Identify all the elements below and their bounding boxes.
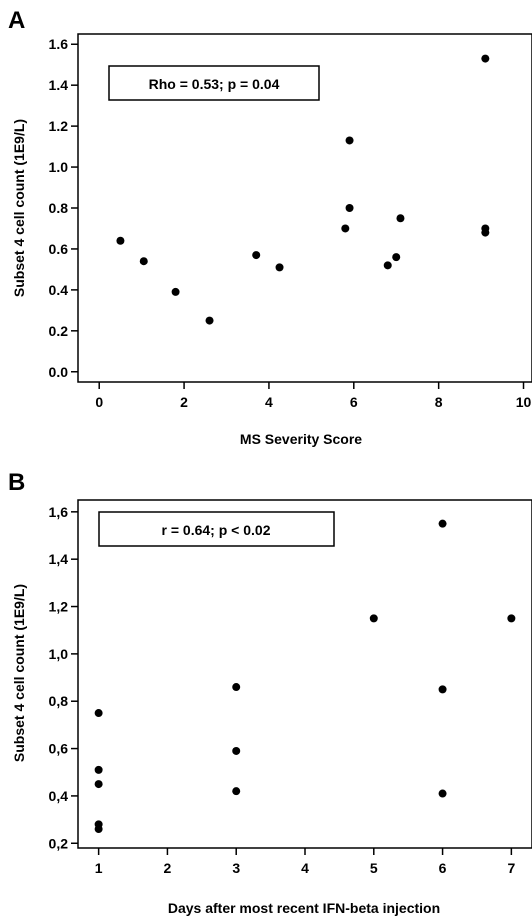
panel-a-y-tick-label: 1.6: [49, 36, 69, 52]
panel-a-y-axis-label: Subset 4 cell count (1E9/L): [11, 119, 27, 297]
panel-b-data-point: [232, 787, 241, 796]
panel-b-y-tick-label: 0,4: [49, 788, 69, 804]
panel-a-x-tick-label: 2: [180, 394, 188, 410]
panel-a-data-point: [275, 263, 284, 272]
panel-b-data-point: [369, 614, 378, 623]
panel-b-data-point: [438, 789, 447, 798]
panel-a-annotation: Rho = 0.53; p = 0.04: [149, 76, 280, 92]
panel-a-data-point: [481, 228, 490, 237]
panel-b-y-tick-label: 1,0: [49, 646, 69, 662]
panel-a-points: [116, 54, 490, 325]
panel-a-y-tick-label: 1.0: [49, 159, 69, 175]
panel-b-x-tick-label: 2: [164, 860, 172, 876]
panel-a-y-tick-label: 1.4: [49, 77, 69, 93]
panel-b-letter: B: [8, 469, 25, 496]
panel-b-y-axis-label: Subset 4 cell count (1E9/L): [11, 584, 27, 762]
panel-b-y-tick-label: 1,6: [49, 504, 69, 520]
panel-b-points: [94, 519, 516, 834]
panel-a-x-axis-label: MS Severity Score: [240, 431, 362, 447]
panel-a-data-point: [345, 136, 354, 145]
panel-b-data-point: [507, 614, 516, 623]
panel-b-data-point: [232, 746, 241, 755]
panel-a-data-point: [116, 236, 125, 245]
panel-a-data-point: [345, 204, 354, 212]
panel-a-data-point: [392, 253, 401, 262]
panel-b-plot-frame: [77, 499, 532, 849]
panel-b-y-tick-label: 1,2: [49, 599, 69, 615]
panel-b-y-tick-label: 0,8: [49, 693, 69, 709]
panel-a-y-tick-label: 0.4: [49, 282, 69, 298]
panel-a-data-point: [341, 224, 350, 233]
panel-a-data-point: [383, 261, 392, 270]
panel-a-data-point: [481, 54, 490, 63]
panel-b-data-point: [94, 765, 103, 774]
panel-b-y-tick-label: 0,6: [49, 741, 69, 757]
panel-a-data-point: [205, 316, 214, 325]
panel-a-letter: A: [8, 7, 25, 34]
panel-a-x-tick-label: 10: [516, 394, 532, 410]
panel-b-data-point: [94, 825, 103, 834]
panel-a-annotation-box: [108, 65, 320, 101]
panel-a-x-tick-label: 8: [435, 394, 443, 410]
panel-b-x-tick-label: 3: [232, 860, 240, 876]
panel-b-x-axis-label: Days after most recent IFN-beta injectio…: [168, 900, 440, 916]
panel-b-annotation: r = 0.64; p < 0.02: [162, 522, 271, 538]
panel-b-data-point: [94, 709, 103, 718]
panel-a-data-point: [171, 287, 180, 296]
panel-a-x-tick-label: 6: [350, 394, 358, 410]
panel-b-annotation-box: [98, 511, 335, 547]
panel-a-data-point: [139, 257, 148, 266]
panel-a-x-axis: 0 2 4 6 8 10: [95, 382, 532, 410]
panel-a-y-tick-label: 0.8: [49, 200, 69, 216]
panel-b-y-tick-label: 0,2: [49, 835, 69, 851]
panel-b-y-axis: 0,2 0,4 0,6 0,8 1,0 1,2 1,4 1,6: [49, 504, 78, 851]
panel-a-y-tick-label: 1.2: [49, 118, 69, 134]
panel-b-data-point: [94, 780, 103, 789]
panel-a-y-tick-label: 0.2: [49, 323, 69, 339]
panel-a-data-point: [396, 214, 405, 223]
panel-a-x-tick-label: 0: [95, 394, 103, 410]
panel-b-x-tick-label: 4: [301, 860, 309, 876]
panel-b-x-tick-label: 6: [439, 860, 447, 876]
panel-b-data-point: [232, 683, 241, 692]
panel-a-x-tick-label: 4: [265, 394, 273, 410]
panel-b-data-point: [438, 519, 447, 528]
panel-a-y-tick-label: 0.6: [49, 241, 69, 257]
panel-a-y-tick-label: 0.0: [49, 364, 69, 380]
panel-b-x-tick-label: 5: [370, 860, 378, 876]
panel-b-x-axis: 1 2 3 4 5 6 7: [95, 848, 515, 876]
panel-b-x-tick-label: 1: [95, 860, 103, 876]
panel-a-data-point: [252, 251, 261, 260]
panel-a: A Rho = 0.53; p = 0.04 0.0 0.2 0.4 0.6 0.8 1.…: [8, 7, 532, 447]
panel-b-y-tick-label: 1,4: [49, 551, 69, 567]
panel-a-y-axis: 0.0 0.2 0.4 0.6 0.8 1.0 1.2 1.4 1.6: [49, 36, 78, 380]
panel-b-x-tick-label: 7: [507, 860, 515, 876]
panel-b: B r = 0.64; p < 0.02 0,2 0,4 0,6 0,8 1,0 1,2 1…: [8, 469, 532, 916]
panel-b-data-point: [438, 685, 447, 694]
